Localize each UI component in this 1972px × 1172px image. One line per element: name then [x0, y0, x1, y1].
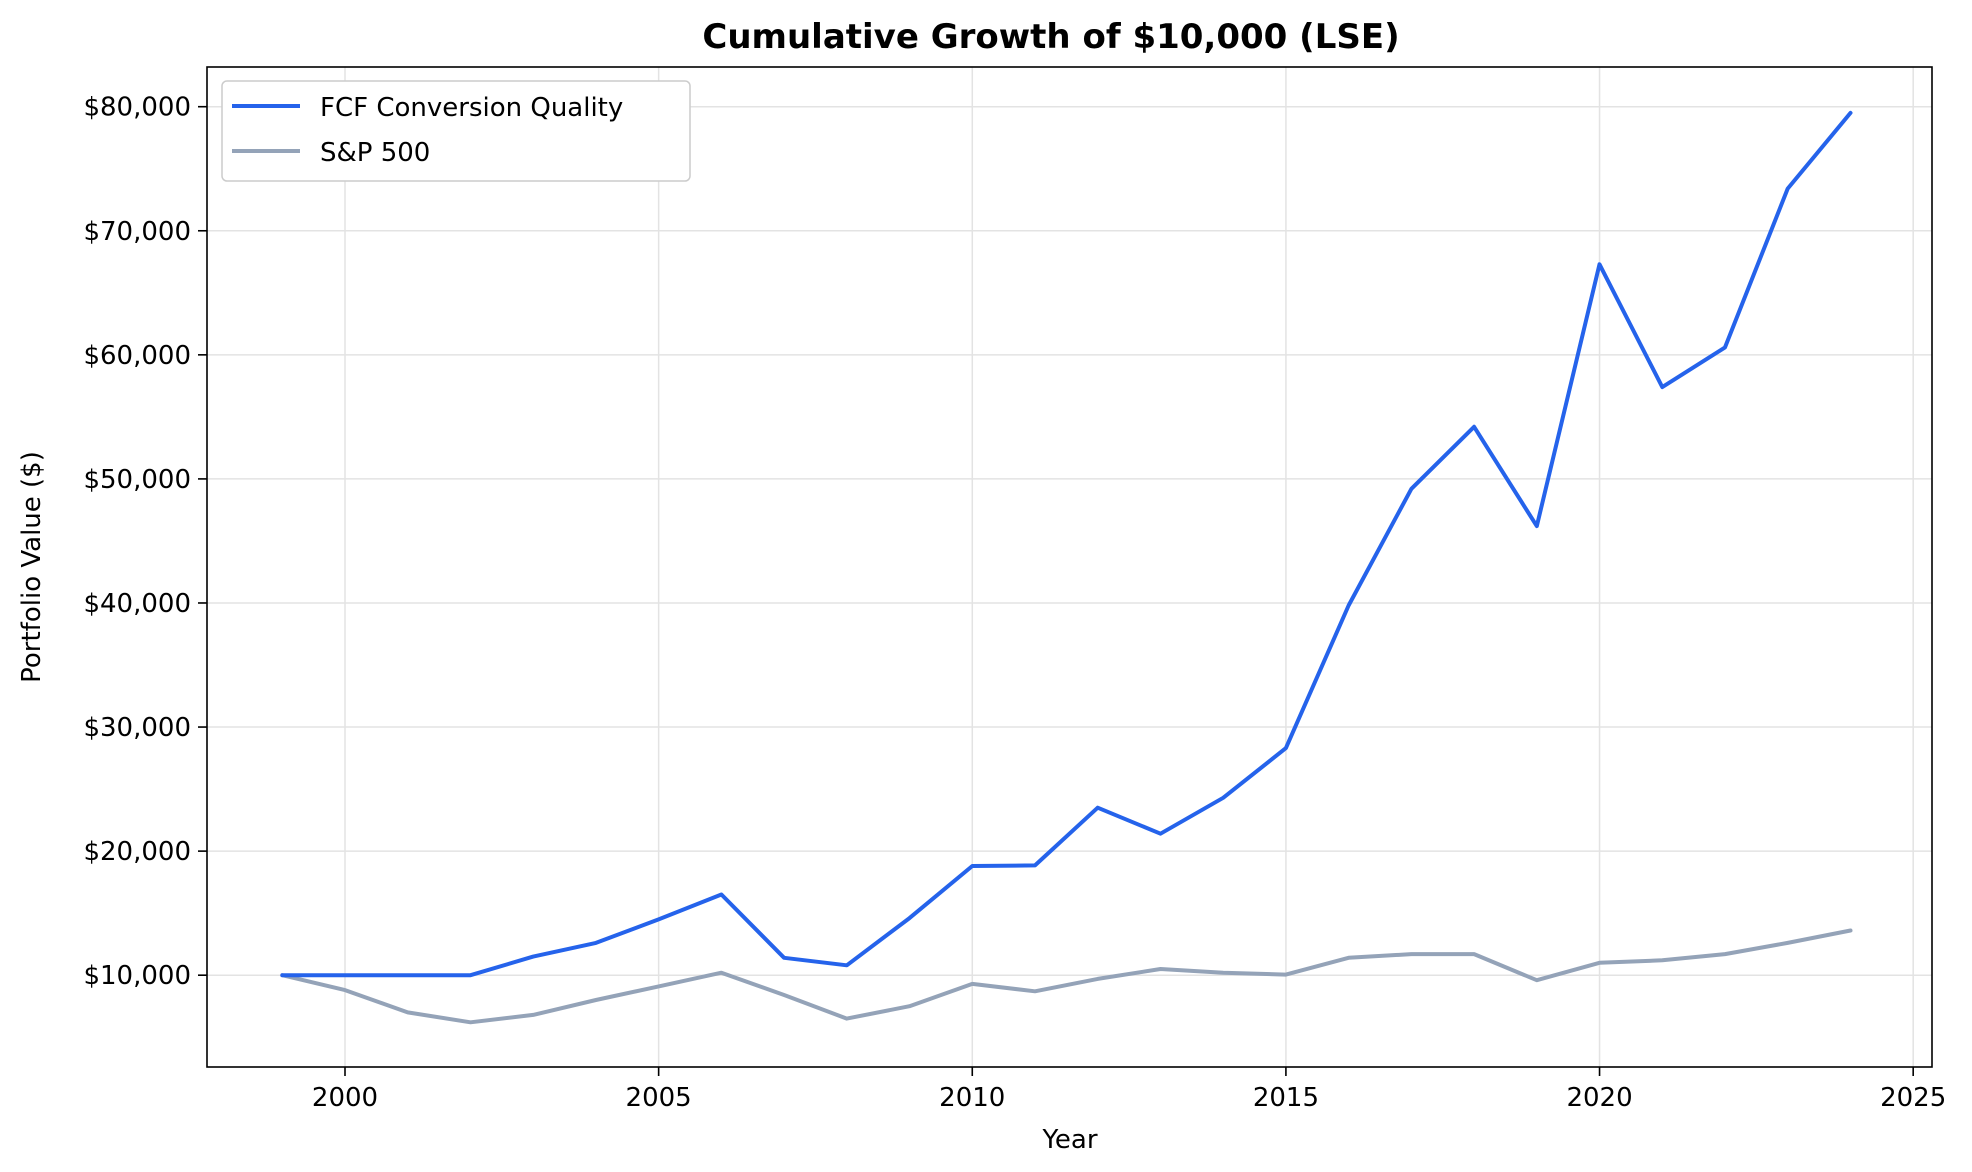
y-tick-label: $50,000	[83, 465, 191, 495]
x-tick-label: 2025	[1880, 1083, 1946, 1113]
x-tick-label: 2020	[1566, 1083, 1632, 1113]
y-tick-label: $20,000	[83, 837, 191, 867]
series-line-sp500	[280, 928, 1853, 1025]
y-tick-label: $60,000	[83, 341, 191, 371]
y-axis-ticks: $10,000 $20,000 $30,000 $40,000 $50,000 $60,0…	[83, 93, 207, 991]
x-axis-ticks: 2000 2005 2010 2015 2020 2025	[312, 1067, 1946, 1113]
y-axis-label: Portfolio Value ($)	[17, 451, 47, 683]
legend-label-sp500: S&P 500	[320, 138, 430, 168]
y-tick-label: $80,000	[83, 93, 191, 123]
grid-lines	[207, 67, 1932, 1067]
legend: FCF Conversion Quality S&P 500	[221, 80, 691, 182]
y-tick-label: $10,000	[83, 961, 191, 991]
plot-frame	[206, 66, 1933, 1068]
series-layer	[280, 110, 1853, 1025]
y-tick-label: $40,000	[83, 589, 191, 619]
chart-title: Cumulative Growth of $10,000 (LSE)	[702, 17, 1399, 57]
y-tick-label: $30,000	[83, 713, 191, 743]
legend-label-fcf: FCF Conversion Quality	[320, 93, 623, 123]
x-tick-label: 2000	[312, 1083, 378, 1113]
series-line-fcf-conversion-quality	[280, 110, 1853, 978]
x-tick-label: 2005	[626, 1083, 692, 1113]
x-axis-label: Year	[1041, 1125, 1097, 1155]
x-tick-label: 2015	[1253, 1083, 1319, 1113]
legend-box	[221, 80, 691, 182]
x-tick-label: 2010	[939, 1083, 1005, 1113]
y-tick-label: $70,000	[83, 217, 191, 247]
